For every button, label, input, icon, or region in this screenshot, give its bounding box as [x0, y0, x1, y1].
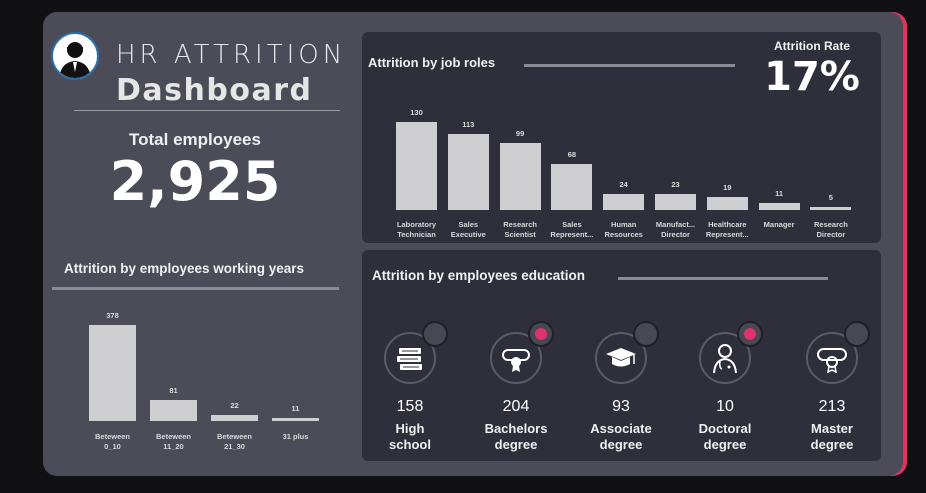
job-roles-divider [524, 64, 735, 67]
working-years-bar-value: 11 [291, 404, 300, 413]
working-years-bar [211, 415, 258, 421]
education-count: 158 [396, 398, 424, 415]
job-role-label: Sales Represent... [550, 220, 594, 239]
job-role-bar [551, 163, 593, 210]
education-badge-dot [429, 328, 441, 340]
working-years-bar-value: 22 [230, 401, 239, 411]
education-badge-dot [535, 328, 547, 340]
job-role-bar-value: 130 [410, 108, 423, 117]
total-employees-value: 2,925 [109, 150, 281, 213]
working-years-label: Beteween 21_30 [216, 432, 252, 451]
job-role-label: Healthcare Represent... [705, 220, 749, 239]
job-roles-title: Attrition by job roles [368, 55, 496, 70]
job-role-bar-value: 99 [515, 128, 525, 138]
header-divider [74, 110, 340, 111]
education-count: 93 [612, 398, 630, 415]
education-name: Associate degree [590, 421, 652, 452]
working-years-title: Attrition by employees working years [64, 261, 305, 276]
education-count: 213 [818, 398, 846, 415]
education-badge [422, 321, 448, 347]
job-role-label: Human Resources [604, 220, 643, 239]
dashboard-title-top: HR ATTRITION [116, 40, 347, 70]
job-role-bar [706, 197, 748, 210]
job-role-bar-value: 113 [462, 119, 475, 129]
education-name: Master degree [810, 421, 854, 452]
job-role-bar-value: 24 [619, 179, 628, 189]
dashboard-title-main: Dashboard [116, 73, 313, 108]
job-role-bar [758, 202, 800, 210]
working-years-divider [52, 287, 339, 290]
education-badge-dot [744, 328, 756, 340]
job-role-label: Research Scientist [503, 220, 537, 239]
education-name: High school [389, 421, 431, 452]
working-years-bar [89, 325, 136, 421]
job-role-bar [810, 206, 852, 210]
education-title: Attrition by employees education [372, 268, 586, 283]
education-name: Doctoral degree [698, 421, 752, 452]
education-badge [844, 321, 870, 347]
education-divider [618, 277, 828, 280]
job-role-bar [396, 122, 437, 210]
education-name: Bachelors degree [484, 421, 548, 452]
job-role-label: Manufact... Director [655, 220, 696, 239]
books-icon [384, 332, 436, 384]
working-years-bar-value: 378 [106, 311, 119, 320]
job-role-bar-value: 11 [775, 188, 784, 198]
education-count: 10 [716, 398, 734, 415]
job-role-bar-value: 19 [723, 183, 732, 193]
education-badge-dot [851, 328, 863, 340]
education-count: 204 [502, 398, 530, 415]
job-role-label: Sales Executive [450, 220, 486, 239]
education-badge-dot [640, 328, 652, 340]
job-role-bar-value: 23 [671, 180, 680, 190]
attrition-rate-value: 17% [764, 54, 860, 100]
job-role-bar [447, 133, 489, 210]
job-role-bar [603, 193, 645, 210]
job-role-bar [499, 142, 541, 210]
working-years-bar [150, 400, 197, 421]
job-role-bar [655, 194, 696, 210]
working-years-label: Beteween 0_10 [94, 432, 130, 451]
job-role-label: Laboratory Technician [396, 220, 437, 239]
education-badge [737, 321, 763, 347]
user-avatar-icon [51, 32, 99, 80]
working-years-bar [272, 418, 319, 421]
certificate-icon [806, 332, 858, 384]
diploma-icon [490, 332, 542, 384]
attrition-rate-label: Attrition Rate [774, 39, 850, 53]
job-role-label: Manager [763, 220, 795, 229]
total-employees-label: Total employees [129, 130, 261, 149]
education-badge [528, 321, 554, 347]
working-years-label: Beteween 11_20 [155, 432, 191, 451]
working-years-bar-value: 81 [169, 386, 178, 396]
job-role-bar-value: 68 [567, 149, 577, 159]
job-role-label: Research Director [814, 220, 848, 239]
job-role-bar-value: 5 [828, 192, 833, 202]
education-badge [633, 321, 659, 347]
working-years-label: 31 plus [282, 432, 309, 441]
